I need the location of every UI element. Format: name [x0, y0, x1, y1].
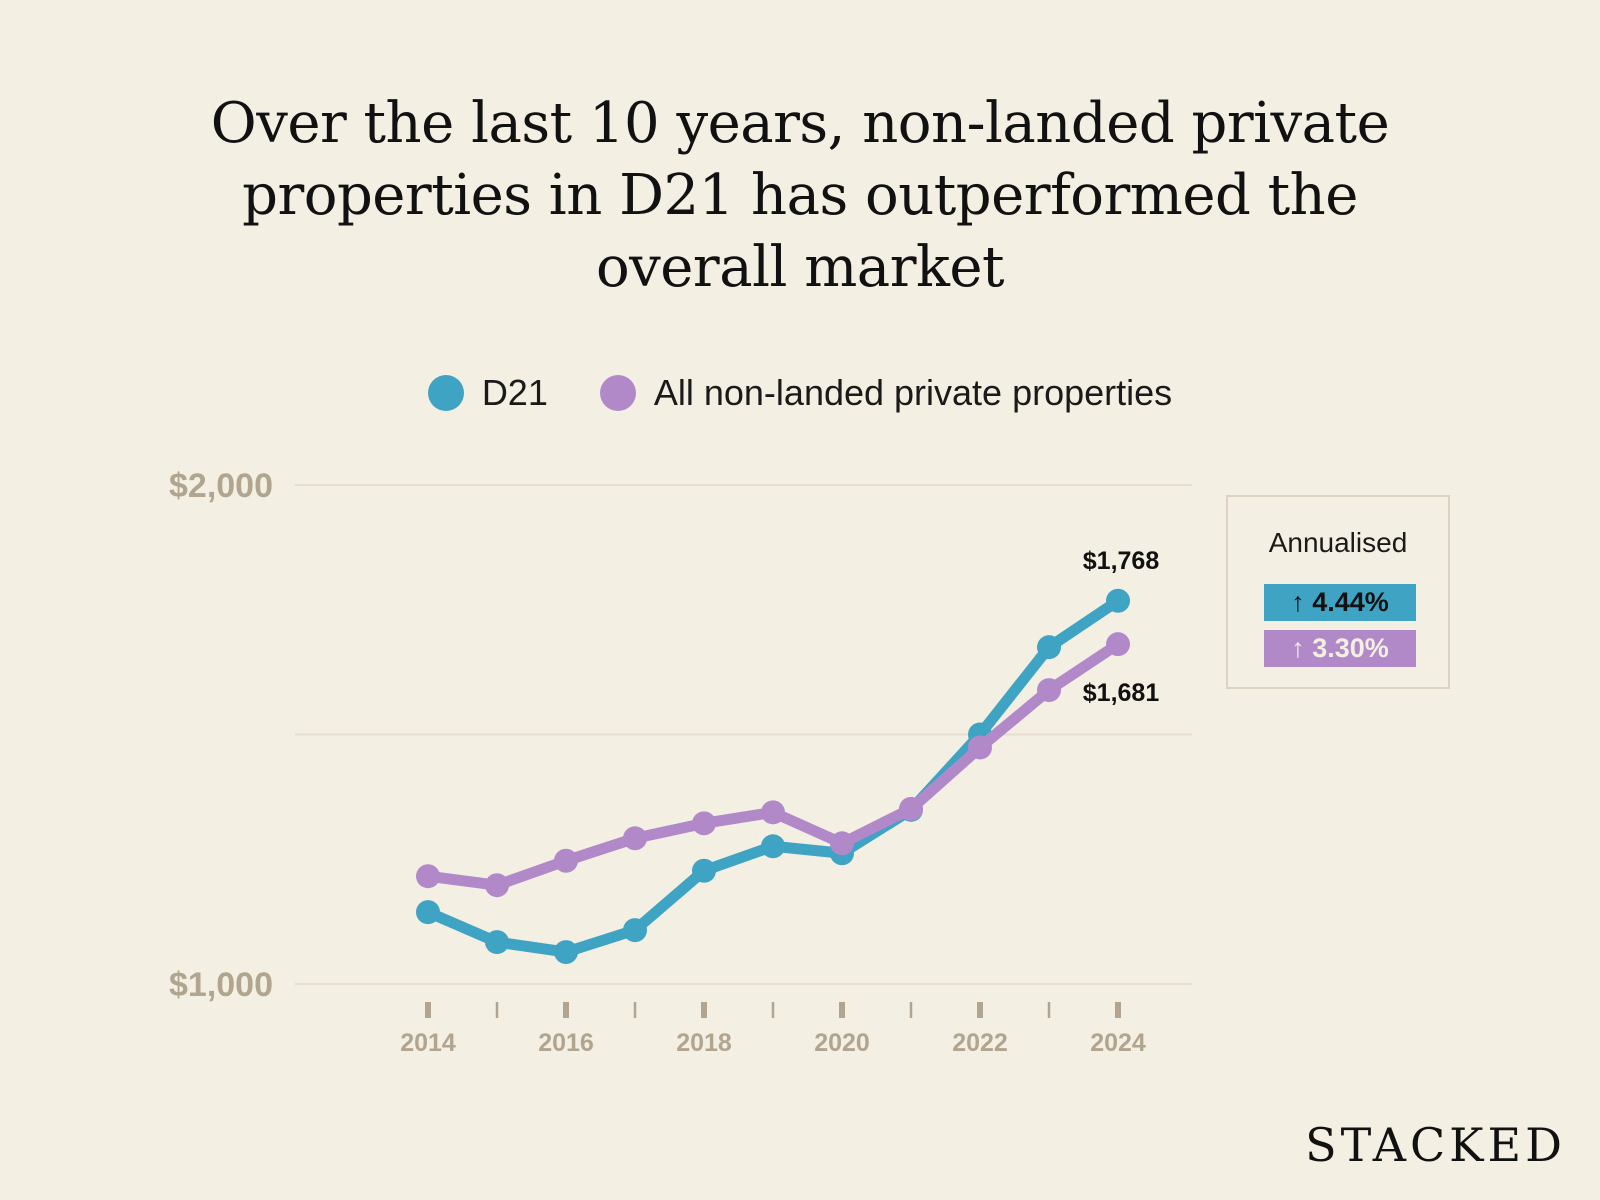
series-line-d21 — [422, 595, 1124, 958]
title-line-2: properties in D21 has outperformed the — [242, 163, 1358, 228]
arrow-up-icon: ↑ — [1291, 633, 1305, 663]
chart-title: Over the last 10 years, non-landed priva… — [200, 88, 1400, 304]
legend-label-all: All non-landed private properties — [653, 372, 1173, 413]
data-label-d21-end: $1,768 — [1083, 547, 1160, 575]
legend-label-d21: D21 — [481, 372, 548, 413]
legend-marker-all — [599, 375, 636, 411]
legend: D21 All non-landed private properties — [0, 372, 1600, 414]
y-tick-label: $1,000 — [169, 966, 273, 1004]
x-tick-label: 2022 — [952, 1029, 1008, 1057]
data-point-d21 — [554, 940, 578, 965]
data-point-all — [554, 848, 578, 873]
x-tick-label: 2020 — [814, 1029, 870, 1057]
title-line-1: Over the last 10 years, non-landed priva… — [210, 91, 1390, 156]
data-point-all — [1106, 632, 1130, 657]
y-tick-label: $2,000 — [169, 467, 273, 505]
legend-marker-d21 — [427, 375, 464, 411]
data-label-all-end: $1,681 — [1083, 679, 1160, 707]
data-point-d21 — [623, 918, 647, 943]
data-point-all — [968, 735, 992, 760]
data-point-all — [761, 800, 785, 825]
stacked-logo: STACKED — [1305, 1118, 1566, 1172]
x-tick-label: 2018 — [676, 1029, 732, 1057]
data-point-all — [899, 796, 923, 821]
annualised-badge-all: ↑ 3.30% — [1264, 630, 1416, 667]
data-point-all — [416, 864, 440, 889]
annualised-value-all: 3.30% — [1312, 633, 1389, 663]
legend-item-d21: D21 — [427, 372, 548, 414]
data-point-d21 — [1037, 635, 1061, 660]
x-tick-label: 2014 — [400, 1029, 456, 1057]
data-point-d21 — [416, 900, 440, 925]
annualised-badge-d21: ↑ 4.44% — [1264, 584, 1416, 621]
data-point-d21 — [485, 930, 509, 955]
data-point-d21 — [692, 858, 716, 883]
data-point-all — [830, 831, 854, 856]
x-tick-label: 2024 — [1090, 1029, 1146, 1057]
annualised-value-d21: 4.44% — [1312, 587, 1389, 617]
data-point-all — [692, 811, 716, 836]
legend-item-all: All non-landed private properties — [599, 372, 1173, 414]
annualised-title: Annualised — [1268, 527, 1408, 558]
x-tick-label: 2016 — [538, 1029, 594, 1057]
data-point-d21 — [761, 834, 785, 859]
arrow-up-icon: ↑ — [1291, 587, 1305, 617]
data-point-all — [1037, 678, 1061, 703]
title-line-3: overall market — [595, 235, 1005, 300]
data-point-d21 — [1106, 588, 1130, 613]
annualised-box: Annualised ↑ 4.44% ↑ 3.30% — [1226, 495, 1450, 689]
data-point-all — [623, 826, 647, 851]
data-point-all — [485, 873, 509, 898]
